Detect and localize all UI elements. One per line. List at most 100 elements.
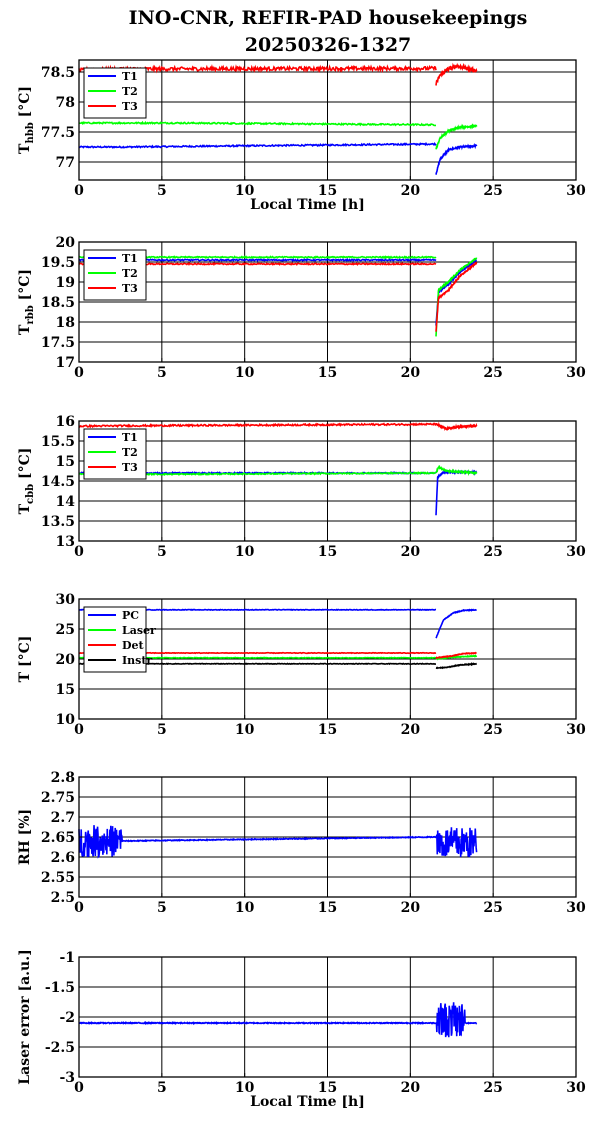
x-tick-label: 20	[401, 722, 421, 738]
x-tick-label: 25	[483, 722, 502, 738]
legend-label: T3	[122, 282, 138, 295]
x-tick-label: 0	[74, 544, 84, 560]
x-tick-label: 25	[483, 365, 502, 381]
x-tick-label: 25	[483, 544, 502, 560]
y-axis-label: T [°C]	[17, 636, 33, 683]
x-tick-label: 5	[157, 183, 167, 199]
legend-label: Instr	[122, 654, 152, 667]
x-axis-label: Local Time [h]	[250, 197, 365, 213]
y-tick-label: 14.5	[41, 474, 75, 490]
x-tick-label: 5	[157, 900, 167, 916]
x-tick-label: 0	[74, 722, 84, 738]
chart-panel-5: 0 5 10 15 20 25 30 2.5 2.55 2.6 2.65 2.7 2.75 2.8 RH […	[17, 770, 586, 916]
x-tick-label: 25	[483, 183, 502, 199]
x-tick-label: 15	[318, 1080, 337, 1096]
x-tick-label: 25	[483, 1080, 502, 1096]
x-tick-label: 20	[401, 544, 421, 560]
y-tick-label: -3	[59, 1070, 75, 1086]
legend: T1 T2 T3	[83, 249, 147, 301]
legend: T1 T2 T3	[83, 67, 147, 119]
y-tick-label: 18.5	[41, 295, 75, 311]
x-tick-label: 15	[318, 722, 337, 738]
legend-label: PC	[122, 609, 139, 622]
tick-labels: 0 5 10 15 20 25 30 2.5 2.55 2.6 2.65 2.7 2.75 2.8	[41, 770, 586, 916]
x-tick-label: 30	[566, 722, 586, 738]
chart-panel-6: 0 5 10 15 20 25 30 -3 -2.5 -2 -1.5 -1 Laser error [a…	[17, 949, 586, 1110]
x-tick-label: 0	[74, 900, 84, 916]
y-tick-label: 2.8	[51, 770, 75, 786]
legend-label: T2	[122, 446, 138, 459]
series-line-t3	[78, 421, 478, 432]
x-tick-label: 20	[401, 183, 421, 199]
y-tick-label: -1.5	[45, 980, 75, 996]
grid	[79, 957, 576, 1077]
y-tick-label: 30	[56, 592, 76, 608]
grid	[79, 242, 576, 362]
x-tick-label: 10	[235, 1080, 255, 1096]
y-axis-label: Thbb [°C]	[17, 86, 36, 154]
y-tick-label: 77	[56, 155, 75, 171]
x-axis-label: Local Time [h]	[250, 1094, 365, 1110]
series-group	[78, 1002, 478, 1038]
panels: 0 5 10 15 20 25 30 77 77.5 78 78.5 Thbb [°C] Local T…	[17, 59, 586, 1110]
y-tick-label: 2.5	[51, 890, 75, 906]
y-tick-label: 13.5	[41, 514, 75, 530]
chart-panel-1: 0 5 10 15 20 25 30 77 77.5 78 78.5 Thbb [°C] Local T…	[17, 59, 586, 213]
legend-label: T2	[122, 85, 138, 98]
x-tick-label: 10	[235, 722, 255, 738]
y-tick-label: 10	[56, 712, 76, 728]
legend-label: T2	[122, 267, 138, 280]
x-tick-label: 0	[74, 183, 84, 199]
y-axis-label: Tcbb [°C]	[17, 448, 36, 515]
x-tick-label: 0	[74, 1080, 84, 1096]
x-tick-label: 30	[566, 1080, 586, 1096]
x-tick-label: 25	[483, 900, 502, 916]
tick-labels: 0 5 10 15 20 25 30 77 77.5 78 78.5	[41, 65, 586, 199]
y-tick-label: 20	[56, 235, 76, 251]
y-tick-label: 2.65	[41, 830, 75, 846]
y-tick-label: 16	[56, 414, 75, 430]
legend: T1 T2 T3	[83, 428, 147, 480]
x-tick-label: 10	[235, 544, 255, 560]
legend-label: T1	[122, 70, 138, 83]
chart-panel-3: 0 5 10 15 20 25 30 13 13.5 14 14.5 15 15.5 16 Tcbb [°C…	[17, 414, 586, 560]
y-axis-label: Trbb [°C]	[17, 269, 36, 335]
y-tick-label: 78	[56, 95, 75, 111]
y-tick-label: 78.5	[41, 65, 75, 81]
legend-label: T3	[122, 100, 138, 113]
figure-title-line1: INO-CNR, REFIR-PAD housekeepings	[129, 7, 528, 29]
y-tick-label: 20	[56, 652, 76, 668]
x-tick-label: 5	[157, 722, 167, 738]
y-tick-label: 17	[56, 355, 75, 371]
y-tick-label: 19	[56, 275, 75, 291]
x-tick-label: 15	[318, 183, 337, 199]
x-tick-label: 5	[157, 1080, 167, 1096]
y-tick-label: 13	[56, 534, 75, 550]
legend-label: T3	[122, 461, 138, 474]
x-tick-label: 20	[401, 1080, 421, 1096]
grid	[79, 60, 576, 180]
grid	[79, 777, 576, 897]
x-tick-label: 10	[235, 900, 255, 916]
legend-box	[83, 606, 147, 673]
legend-label: Det	[122, 639, 145, 652]
chart-panel-4: 0 5 10 15 20 25 30 10 15 20 25 30 T [°C] PC Laser Det In…	[17, 592, 586, 738]
x-tick-label: 15	[318, 544, 337, 560]
x-tick-label: 15	[318, 365, 337, 381]
y-tick-label: 17.5	[41, 335, 75, 351]
series-line	[78, 825, 478, 859]
y-tick-label: -2	[59, 1010, 75, 1026]
y-tick-label: 25	[56, 622, 75, 638]
x-tick-label: 10	[235, 183, 255, 199]
legend-label: Laser	[122, 624, 156, 637]
x-tick-label: 30	[566, 183, 586, 199]
y-tick-label: 19.5	[41, 255, 75, 271]
x-tick-label: 20	[401, 365, 421, 381]
y-tick-label: 15	[56, 682, 75, 698]
tick-labels: 0 5 10 15 20 25 30 -3 -2.5 -2 -1.5 -1	[45, 950, 586, 1096]
x-tick-label: 15	[318, 900, 337, 916]
tick-labels: 0 5 10 15 20 25 30 13 13.5 14 14.5 15 15.5 16	[41, 414, 586, 560]
grid	[79, 421, 576, 541]
y-tick-label: 2.55	[41, 870, 75, 886]
x-tick-label: 30	[566, 365, 586, 381]
